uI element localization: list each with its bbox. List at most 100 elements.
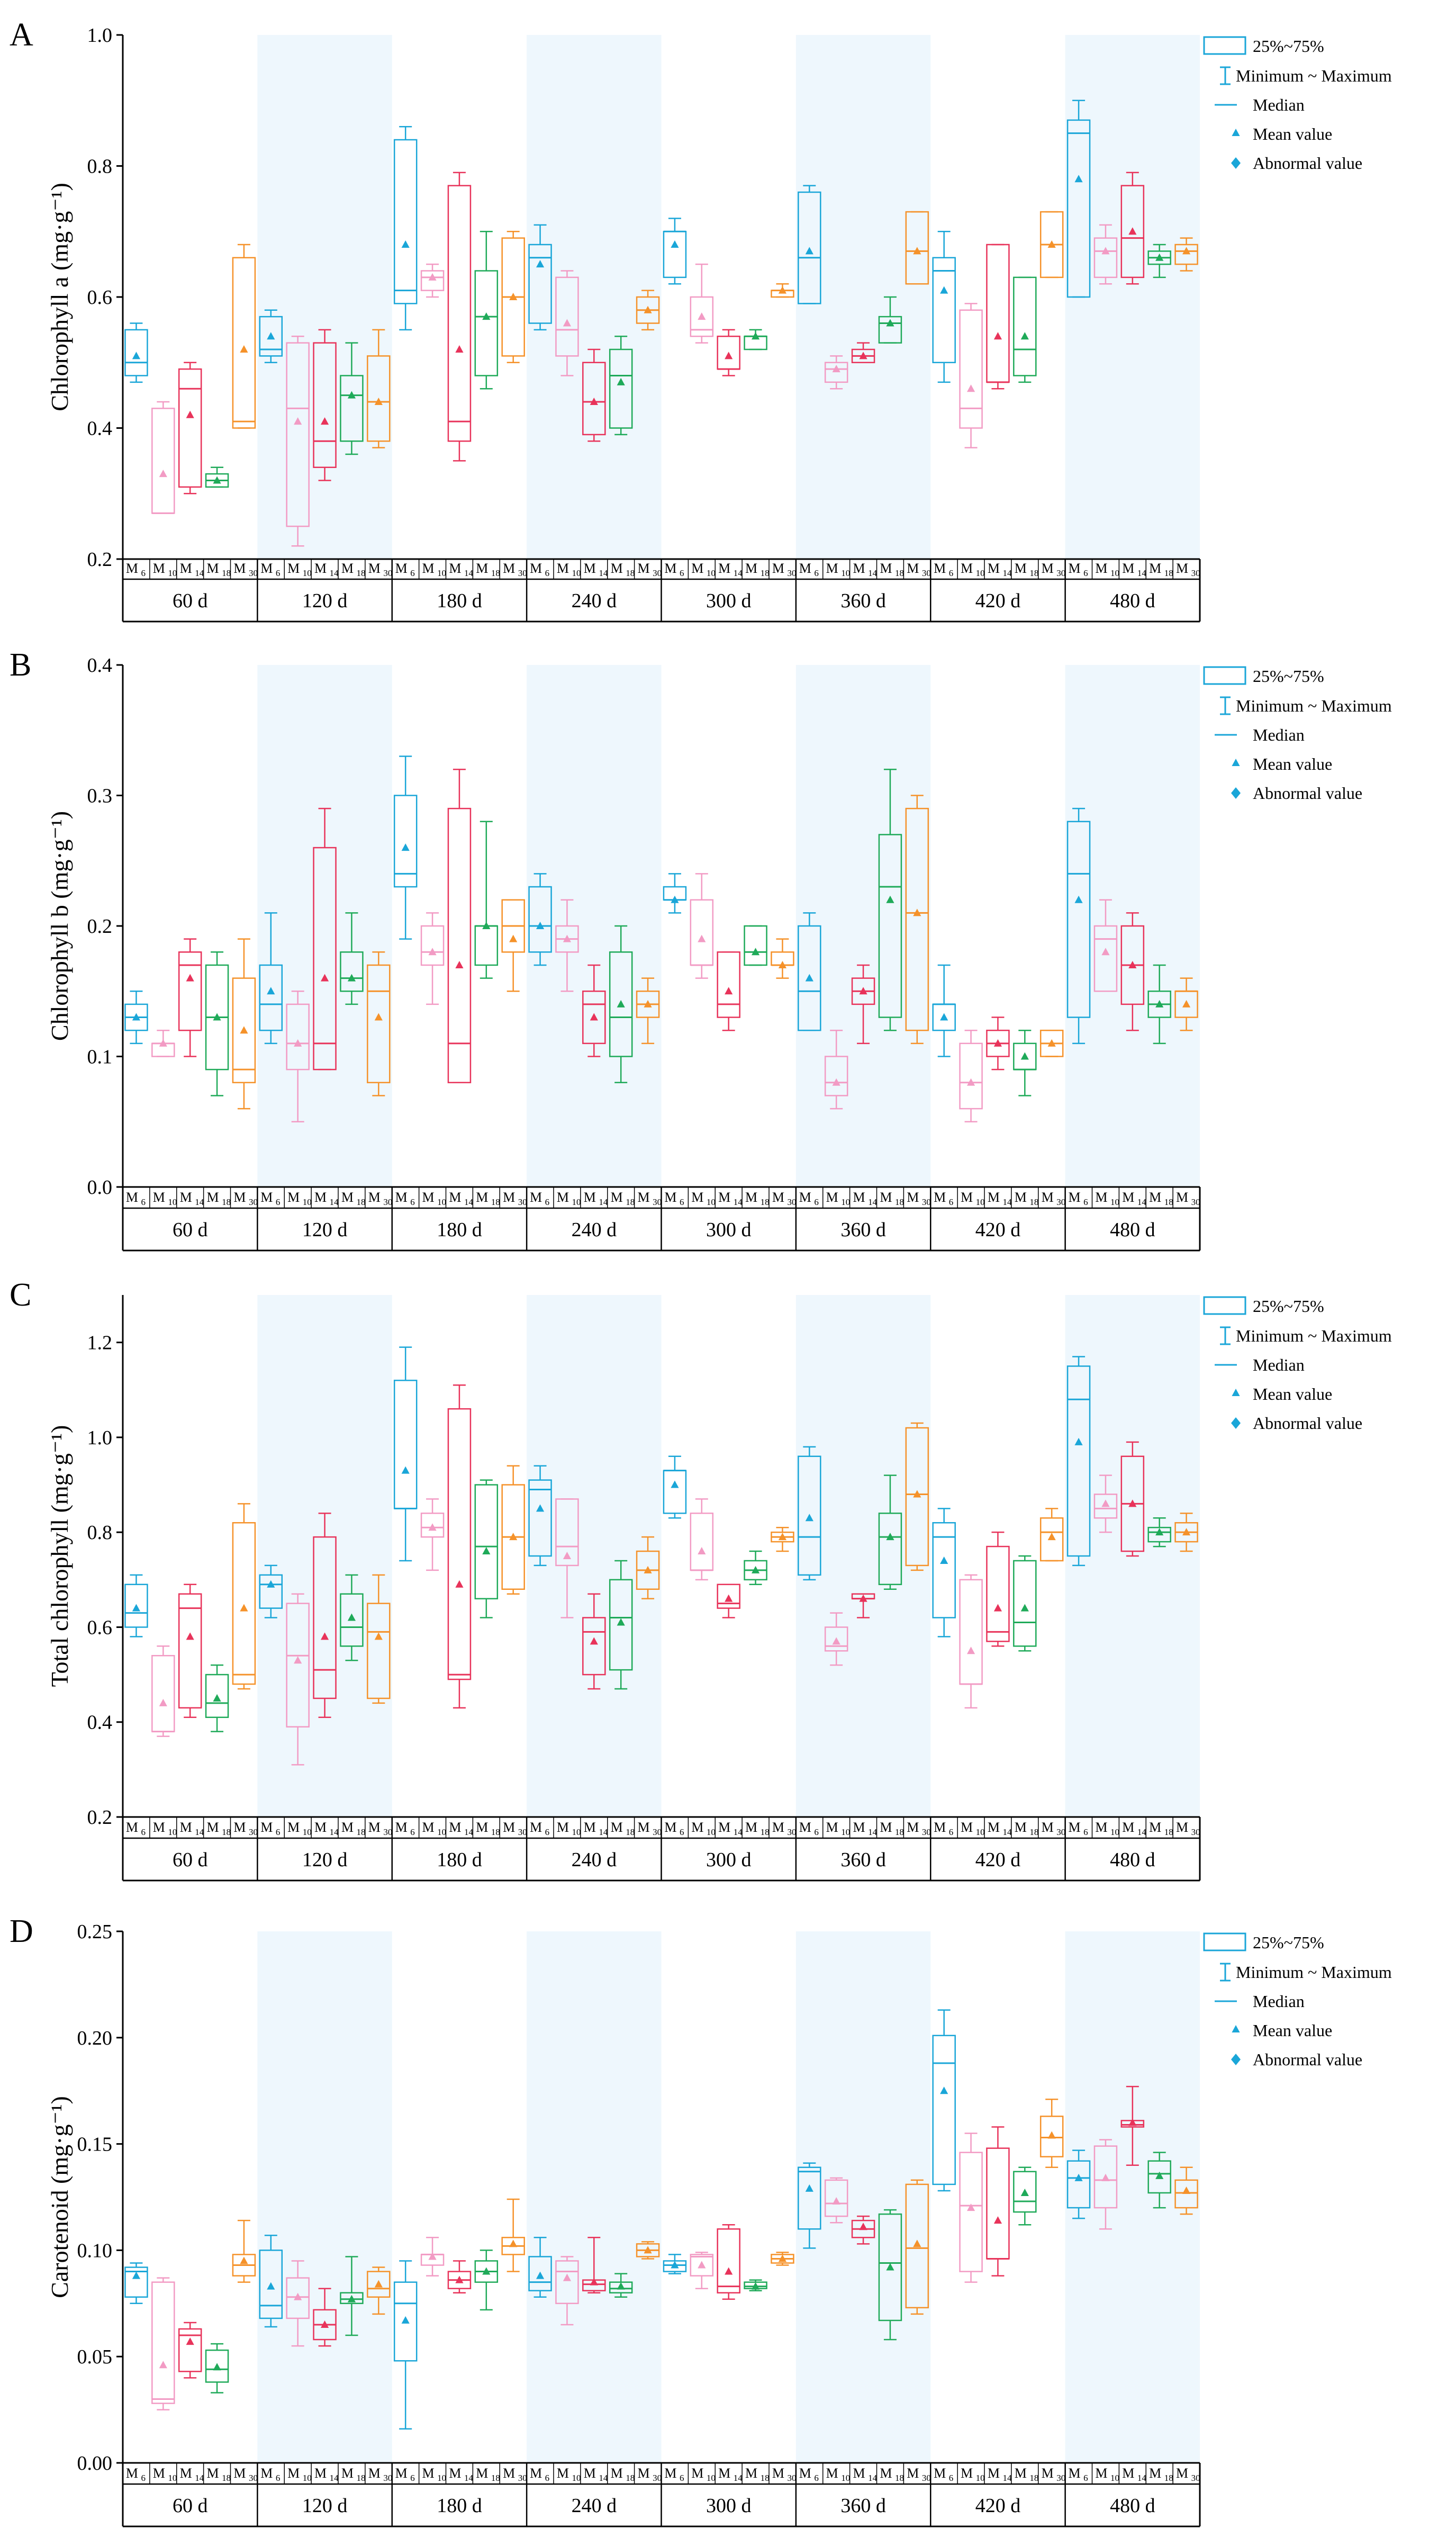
- series-label-sub: 10: [841, 1827, 850, 1837]
- series-label-sub: 6: [680, 2473, 684, 2483]
- series-label: M: [853, 2466, 865, 2481]
- series-label-sub: 14: [464, 2473, 474, 2483]
- legend-outlier-label: Abnormal value: [1253, 2050, 1362, 2069]
- series-label: M: [395, 2466, 408, 2481]
- box-M18: [745, 330, 767, 349]
- group-label: 300 d: [706, 2495, 752, 2517]
- group-label: 360 d: [840, 1219, 886, 1241]
- series-label: M: [368, 2466, 381, 2481]
- box-M18: [206, 2344, 228, 2392]
- y-tick-label: 1.0: [87, 24, 113, 47]
- series-label: M: [368, 1820, 381, 1835]
- series-label: M: [233, 2466, 246, 2481]
- group-label: 180 d: [437, 590, 482, 612]
- series-label-sub: 6: [545, 2473, 550, 2483]
- y-tick-label: 0.20: [77, 2027, 113, 2049]
- legend-median-label: Median: [1253, 1992, 1305, 2011]
- mean-marker: [213, 2363, 221, 2370]
- series-label-sub: 18: [761, 568, 770, 578]
- series-label: M: [772, 1820, 784, 1835]
- series-label: M: [1149, 1820, 1161, 1835]
- series-label: M: [638, 1190, 650, 1205]
- series-label: M: [449, 1820, 461, 1835]
- mean-marker: [698, 935, 706, 942]
- series-label-sub: 10: [572, 2473, 581, 2483]
- group-label: 360 d: [840, 590, 886, 612]
- y-tick-label: 0.15: [77, 2134, 113, 2156]
- y-tick-label: 0.25: [77, 1921, 113, 1943]
- series-label-sub: 14: [1002, 1827, 1012, 1837]
- mean-marker: [455, 1580, 463, 1588]
- series-label-sub: 6: [410, 1827, 415, 1837]
- iqr-box: [960, 310, 982, 428]
- y-tick-label: 1.2: [87, 1332, 113, 1354]
- series-label: M: [664, 561, 676, 576]
- series-label-sub: 18: [491, 568, 500, 578]
- series-label: M: [799, 1820, 811, 1835]
- mean-marker: [725, 2268, 732, 2275]
- series-label: M: [961, 1820, 973, 1835]
- panel-letter: D: [10, 1913, 33, 1949]
- series-label: M: [880, 1190, 892, 1205]
- mean-marker: [1021, 332, 1029, 339]
- series-label: M: [934, 561, 946, 576]
- mean-marker: [725, 1595, 732, 1602]
- series-label: M: [422, 1820, 435, 1835]
- series-label: M: [961, 2466, 973, 2481]
- series-label-sub: 6: [141, 2473, 146, 2483]
- series-label-sub: 30: [1191, 1197, 1200, 1207]
- series-label-sub: 14: [330, 1197, 339, 1207]
- iqr-box: [960, 2153, 982, 2272]
- series-label-sub: 18: [761, 2473, 770, 2483]
- box-M18: [745, 2280, 767, 2291]
- series-label-sub: 10: [572, 1827, 581, 1837]
- mean-marker: [402, 240, 410, 248]
- y-axis-label: Total chlorophyll (mg·g⁻¹): [46, 1425, 73, 1687]
- shaded-column: [1065, 1931, 1200, 2463]
- series-label: M: [907, 2466, 919, 2481]
- mean-marker: [725, 987, 732, 994]
- series-label-sub: 14: [734, 2473, 743, 2483]
- series-label: M: [153, 2466, 165, 2481]
- series-label: M: [1095, 1190, 1107, 1205]
- box-M10: [421, 913, 444, 1004]
- mean-marker: [186, 411, 194, 418]
- series-label: M: [718, 1820, 730, 1835]
- series-label: M: [1095, 1820, 1107, 1835]
- series-label-sub: 14: [464, 1827, 474, 1837]
- series-label: M: [584, 2466, 596, 2481]
- box-M18: [475, 1480, 498, 1618]
- iqr-box: [448, 808, 471, 1083]
- series-label-sub: 18: [1029, 568, 1038, 578]
- series-label-sub: 6: [949, 1827, 954, 1837]
- series-label-sub: 14: [599, 568, 608, 578]
- group-label: 240 d: [572, 2495, 617, 2517]
- legend-outlier-label: Abnormal value: [1253, 784, 1362, 803]
- series-label: M: [907, 1190, 919, 1205]
- series-label: M: [503, 1190, 515, 1205]
- series-label-sub: 6: [1083, 1197, 1088, 1207]
- series-label-sub: 18: [626, 1827, 635, 1837]
- mean-marker: [159, 2361, 167, 2368]
- box-M10: [691, 1499, 713, 1579]
- series-label: M: [368, 1190, 381, 1205]
- series-label: M: [1122, 561, 1134, 576]
- series-label: M: [126, 1820, 138, 1835]
- series-label-sub: 30: [518, 568, 527, 578]
- box-M14: [987, 245, 1009, 389]
- series-label: M: [1015, 2466, 1027, 2481]
- y-tick-label: 0.2: [87, 1806, 113, 1829]
- series-label-sub: 10: [303, 1197, 312, 1207]
- series-label: M: [799, 561, 811, 576]
- legend-box-label: 25%~75%: [1253, 1933, 1324, 1952]
- box-M6: [125, 2263, 147, 2303]
- y-tick-label: 0.10: [77, 2239, 113, 2262]
- y-tick-label: 0.4: [87, 654, 113, 677]
- iqr-box: [664, 1471, 686, 1514]
- box-M18: [475, 231, 498, 389]
- iqr-box: [691, 900, 713, 965]
- series-label-sub: 6: [814, 2473, 819, 2483]
- series-label-sub: 30: [922, 1197, 931, 1207]
- series-label-sub: 6: [814, 1197, 819, 1207]
- series-label: M: [611, 2466, 623, 2481]
